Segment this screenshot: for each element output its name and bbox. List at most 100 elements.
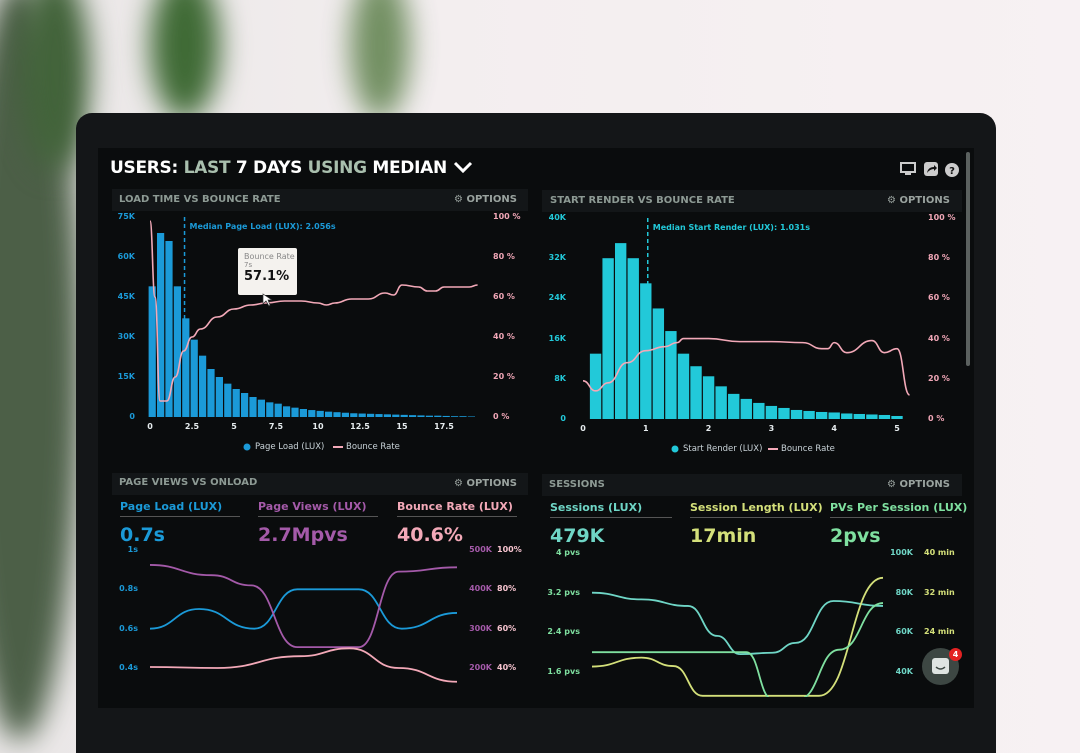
bar[interactable] — [316, 410, 324, 417]
options-button[interactable]: ⚙ OPTIONS — [887, 479, 950, 490]
title-7days: 7 DAYS — [235, 158, 303, 178]
bar[interactable] — [790, 409, 803, 419]
chevron-down-icon[interactable] — [453, 161, 473, 174]
bar[interactable] — [325, 411, 333, 417]
bar[interactable] — [652, 308, 665, 419]
metric-label: Sessions (LUX) — [550, 501, 643, 514]
bar[interactable] — [765, 405, 778, 419]
bar[interactable] — [157, 233, 165, 417]
bar[interactable] — [434, 415, 442, 417]
scrollbar[interactable] — [966, 152, 970, 366]
chat-button[interactable] — [922, 648, 959, 685]
bar[interactable] — [442, 415, 450, 417]
page-title[interactable]: USERS: LAST 7 DAYS USING MEDIAN — [110, 158, 473, 178]
options-button[interactable]: ⚙ OPTIONS — [454, 194, 517, 205]
bar[interactable] — [190, 339, 198, 417]
bar[interactable] — [589, 353, 602, 419]
bar[interactable] — [853, 413, 865, 419]
bar[interactable] — [878, 414, 891, 419]
bar[interactable] — [350, 413, 358, 417]
x-tick-label: 0 — [147, 422, 153, 431]
bar[interactable] — [400, 414, 408, 417]
y3-tick-label: 80% — [497, 584, 517, 594]
bar[interactable] — [602, 258, 614, 419]
x-tick-label: 5 — [894, 424, 900, 433]
bar[interactable] — [375, 414, 383, 417]
metric-label: Page Load (LUX) — [120, 500, 223, 513]
bar[interactable] — [199, 355, 207, 417]
bar[interactable] — [266, 402, 274, 417]
bar[interactable] — [165, 241, 173, 417]
bar[interactable] — [358, 413, 366, 417]
tooltip-label: Bounce Rate — [244, 252, 295, 261]
bar[interactable] — [383, 414, 391, 417]
help-icon[interactable]: ? — [945, 163, 959, 177]
bar[interactable] — [467, 416, 475, 417]
share-icon[interactable] — [924, 162, 938, 176]
bar[interactable] — [753, 402, 765, 419]
chart-page-views — [149, 564, 458, 683]
bar[interactable] — [451, 416, 459, 417]
metric-value: 479K — [550, 525, 605, 547]
bar[interactable] — [241, 393, 249, 417]
chart-sessions — [591, 576, 884, 697]
bar[interactable] — [257, 399, 265, 417]
options-label: OPTIONS — [466, 194, 517, 205]
bar[interactable] — [715, 386, 727, 419]
series-line — [591, 591, 884, 656]
options-button[interactable]: ⚙ OPTIONS — [454, 478, 517, 489]
metric-value: 40.6% — [397, 524, 463, 546]
bar[interactable] — [215, 377, 223, 417]
bar[interactable] — [615, 243, 627, 419]
bar[interactable] — [677, 353, 690, 419]
bar[interactable] — [778, 407, 790, 419]
series-line — [591, 576, 884, 697]
bar[interactable] — [891, 415, 903, 419]
bar[interactable] — [224, 383, 232, 417]
bar[interactable] — [409, 415, 417, 417]
bar[interactable] — [665, 331, 677, 419]
metric-divider — [830, 517, 952, 518]
bar[interactable] — [417, 415, 425, 417]
bar[interactable] — [308, 410, 316, 417]
bar[interactable] — [173, 286, 181, 417]
bar[interactable] — [690, 366, 702, 419]
y-tick-label: 0.8s — [119, 584, 138, 594]
bar[interactable] — [815, 411, 828, 419]
bar[interactable] — [459, 416, 467, 417]
bar[interactable] — [299, 409, 307, 417]
bar[interactable] — [232, 389, 240, 417]
bar[interactable] — [803, 410, 815, 419]
legend-label: Start Render (LUX) — [683, 444, 763, 454]
bar[interactable] — [207, 369, 215, 417]
bar[interactable] — [283, 406, 291, 417]
bar[interactable] — [866, 414, 878, 419]
bar[interactable] — [367, 413, 375, 417]
bar[interactable] — [728, 393, 740, 419]
bar[interactable] — [341, 412, 349, 417]
metric-value: 2pvs — [830, 525, 881, 547]
bar[interactable] — [841, 413, 853, 419]
y-tick-label: 0 — [560, 414, 566, 423]
bar[interactable] — [702, 376, 715, 419]
y3-tick-label: 40 min — [924, 548, 955, 557]
bar[interactable] — [182, 318, 190, 417]
y3-tick-label: 40% — [497, 663, 517, 672]
x-tick-label: 17.5 — [434, 422, 454, 431]
bar[interactable] — [249, 397, 257, 417]
bar[interactable] — [627, 258, 639, 419]
bar[interactable] — [740, 398, 752, 419]
bar[interactable] — [274, 403, 282, 417]
chat-badge: 4 — [949, 648, 962, 661]
svg-text:?: ? — [949, 166, 955, 177]
monitor-icon[interactable] — [900, 162, 916, 176]
chart-start-render — [582, 218, 911, 453]
bar[interactable] — [425, 415, 433, 417]
bar[interactable] — [148, 286, 156, 417]
metric-value: 2.7Mpvs — [258, 524, 348, 546]
bar[interactable] — [333, 412, 341, 417]
bar[interactable] — [828, 412, 840, 419]
options-button[interactable]: ⚙ OPTIONS — [887, 195, 950, 206]
bar[interactable] — [291, 407, 299, 417]
bar[interactable] — [392, 414, 400, 417]
